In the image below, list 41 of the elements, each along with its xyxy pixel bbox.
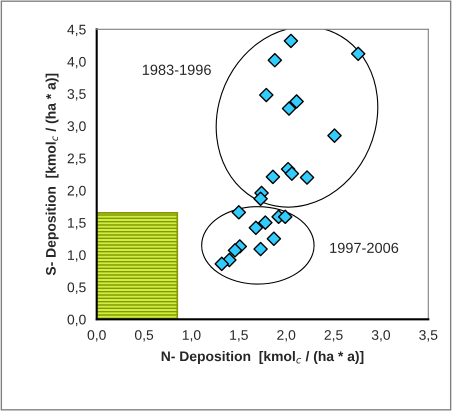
point	[258, 215, 273, 230]
x-tick-label: 0,5	[134, 330, 154, 342]
y-tick-label: 1,0	[68, 250, 86, 262]
x-tick-label: 0,0	[88, 330, 106, 342]
x-axis-title: N- Deposition [kmol$_{c}$ / (ha * a)]	[162, 350, 364, 364]
point	[282, 101, 296, 116]
point	[253, 242, 268, 256]
x-tick-label: 3,5	[419, 330, 438, 342]
x-tick-label: 3,0	[372, 330, 390, 342]
y-tick-label: 0,5	[68, 282, 86, 294]
point	[284, 34, 298, 48]
point	[284, 166, 300, 181]
y-tick-label: 1,5	[68, 218, 86, 230]
y-tick-label: 0,0	[68, 314, 86, 326]
point	[327, 128, 342, 143]
y-tick-label: 4,0	[67, 56, 86, 68]
point	[232, 205, 246, 220]
point	[248, 220, 264, 236]
point	[253, 192, 268, 206]
point	[300, 170, 314, 185]
point	[268, 52, 282, 68]
y-tick-label: 3,5	[68, 89, 86, 101]
x-tick-label: 1,0	[182, 330, 201, 342]
y-axis-title: S- Deposition [kmol$_{c}$ / (ha * a)]	[46, 74, 59, 276]
point	[266, 170, 280, 184]
x-tick-label: 2,5	[324, 330, 343, 342]
point	[350, 46, 366, 62]
y-tick-label: 4,5	[67, 24, 86, 36]
x-tick-label: 1,5	[230, 330, 248, 342]
point	[228, 243, 242, 258]
point	[259, 88, 274, 102]
point	[278, 210, 293, 224]
annotation: 1983-1996	[142, 64, 211, 75]
y-tick-label: 2,0	[68, 186, 86, 198]
point	[289, 94, 304, 109]
point	[266, 231, 282, 246]
point	[214, 256, 230, 272]
annotation: 1997-2006	[330, 242, 398, 254]
y-tick-label: 3,0	[68, 121, 86, 133]
y-tick-label: 2,5	[68, 154, 86, 165]
x-tick-label: 2,0	[277, 330, 296, 342]
